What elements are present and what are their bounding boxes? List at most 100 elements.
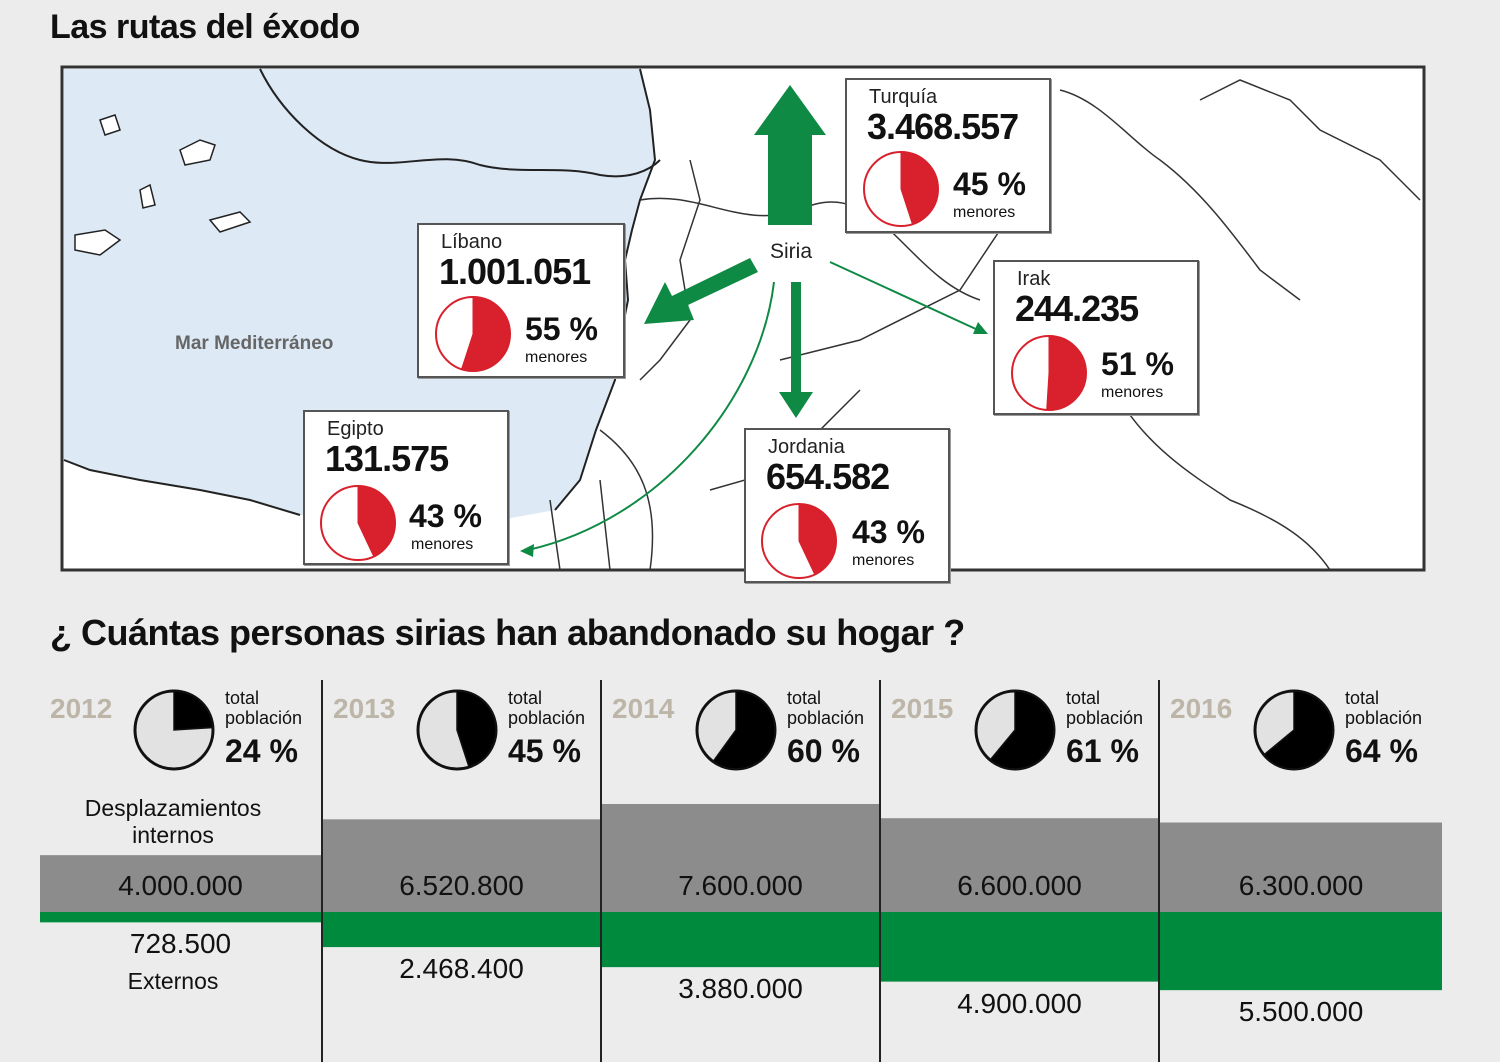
external-value: 2.468.400 [399, 953, 524, 985]
minors-pie-slice [798, 503, 837, 576]
population-pie [695, 689, 777, 771]
population-pie-slice [989, 690, 1055, 770]
population-pie-slice [712, 690, 776, 770]
island [139, 183, 156, 209]
arrow-egipto [527, 281, 775, 551]
minors-pct: 55 % [525, 311, 598, 347]
border [1059, 89, 1301, 301]
card-jordania: Jordania 654.582 43 % menores [744, 428, 950, 583]
total-pct: 61 % [1066, 733, 1139, 769]
map-title: Las rutas del éxodo [50, 8, 360, 46]
island [99, 114, 121, 136]
external-value: 5.500.000 [1238, 996, 1364, 1028]
coastline [63, 68, 657, 516]
external-bar [40, 912, 321, 923]
country-name: Líbano [441, 231, 503, 253]
border [549, 499, 561, 571]
total-label: total población [787, 688, 865, 728]
external-value: 728.500 [129, 928, 232, 960]
internal-bar [323, 819, 600, 912]
divider [321, 680, 323, 1062]
card-libano: Líbano 1.001.051 55 % menores [417, 223, 625, 378]
minors-pie [435, 296, 511, 372]
arrow-libano [644, 258, 758, 324]
card-turquia: Turquía 3.468.557 45 % menores [845, 78, 1051, 233]
refugee-count: 244.235 [1015, 288, 1139, 329]
external-bar [1160, 912, 1442, 991]
minors-pct: 45 % [953, 166, 1026, 202]
internal-value: 4.000.000 [118, 870, 243, 901]
minors-label: menores [525, 349, 588, 366]
card-irak: Irak 244.235 51 % menores [993, 260, 1199, 415]
total-pct: 64 % [1345, 733, 1418, 769]
minors-pie-slice [357, 485, 396, 558]
year-label: 2014 [612, 693, 675, 724]
arrow-irak-head [973, 322, 988, 334]
external-value: 4.900.000 [957, 987, 1082, 1019]
minors-pie [863, 151, 939, 227]
external-bar [602, 912, 879, 968]
internal-value: 6.600.000 [957, 870, 1082, 901]
external-bar [881, 912, 1158, 982]
divider [879, 680, 881, 1062]
population-pie [1253, 689, 1335, 771]
minors-pie-slice [460, 296, 511, 372]
year-label: 2015 [891, 693, 954, 724]
minors-pie [1011, 335, 1087, 411]
country-name: Jordania [768, 436, 845, 458]
population-pie [133, 689, 215, 771]
minors-pct: 51 % [1101, 346, 1174, 382]
total-label: total población [1345, 688, 1423, 728]
sea-shape [64, 69, 655, 520]
arrow-turquia [754, 85, 826, 225]
border [1199, 79, 1421, 201]
internal-bar [40, 855, 321, 912]
country-name: Turquía [869, 86, 938, 108]
divider [600, 680, 602, 1062]
arrow-irak [829, 261, 979, 331]
minors-pie-slice [1046, 335, 1087, 411]
external-value: 3.880.000 [678, 973, 803, 1005]
internal-value: 7.600.000 [678, 870, 803, 901]
arrow-egipto-head [520, 544, 534, 557]
island [208, 211, 252, 233]
refugee-count: 131.575 [325, 438, 449, 479]
refugee-count: 654.582 [766, 456, 890, 497]
card-egipto: Egipto 131.575 43 % menores [303, 410, 509, 565]
divider [1158, 680, 1160, 1062]
total-pct: 60 % [787, 733, 860, 769]
internal-value: 6.520.800 [399, 870, 524, 901]
minors-pie [761, 503, 837, 579]
refugee-count: 1.001.051 [439, 251, 591, 292]
border [599, 429, 654, 571]
population-pie-slice [456, 690, 497, 769]
internal-label: Desplazamientos internos [84, 795, 262, 848]
internal-bar [602, 804, 879, 912]
minors-label: menores [953, 204, 1016, 221]
internal-value: 6.300.000 [1238, 870, 1364, 901]
minors-label: menores [411, 536, 474, 553]
country-name: Egipto [327, 418, 384, 440]
island [179, 139, 216, 166]
minors-pct: 43 % [852, 514, 925, 550]
question-title: ¿ Cuántas personas sirias han abandonado… [50, 612, 965, 653]
internal-bar [881, 818, 1158, 912]
population-pie [416, 689, 498, 771]
year-label: 2016 [1170, 693, 1233, 724]
border [639, 197, 981, 301]
year-label: 2013 [333, 693, 396, 724]
arrow-jordania [779, 282, 813, 418]
country-name: Irak [1017, 268, 1051, 290]
minors-label: menores [852, 552, 915, 569]
island [74, 229, 122, 256]
internal-bar [1160, 822, 1442, 912]
total-pct: 24 % [225, 733, 298, 769]
border [599, 479, 611, 571]
population-pie [974, 689, 1056, 771]
border [1119, 399, 1331, 571]
refugee-count: 3.468.557 [867, 106, 1019, 147]
origin-label: Siria [770, 240, 813, 263]
population-pie-slice [1262, 690, 1334, 770]
total-label: total población [225, 688, 303, 728]
